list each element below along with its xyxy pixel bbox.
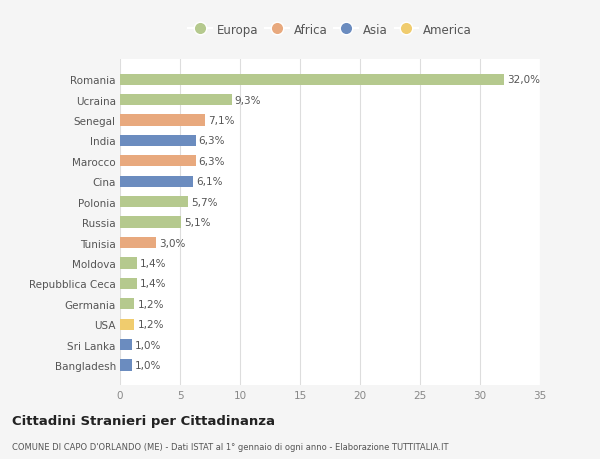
Bar: [120, 319, 134, 330]
Bar: [120, 115, 205, 126]
Text: Cittadini Stranieri per Cittadinanza: Cittadini Stranieri per Cittadinanza: [12, 414, 275, 428]
Bar: [120, 217, 181, 228]
Bar: [120, 359, 132, 371]
Text: 1,0%: 1,0%: [135, 360, 161, 370]
Bar: [120, 298, 134, 310]
Bar: [120, 74, 504, 86]
Text: 5,7%: 5,7%: [191, 197, 218, 207]
Text: 3,0%: 3,0%: [159, 238, 185, 248]
Text: 1,2%: 1,2%: [137, 299, 164, 309]
Text: 6,1%: 6,1%: [196, 177, 223, 187]
Text: 1,0%: 1,0%: [135, 340, 161, 350]
Text: 1,4%: 1,4%: [140, 258, 166, 269]
Text: 1,2%: 1,2%: [137, 319, 164, 330]
Text: 6,3%: 6,3%: [199, 136, 225, 146]
Text: 9,3%: 9,3%: [235, 95, 261, 106]
Bar: [120, 176, 193, 187]
Bar: [120, 95, 232, 106]
Bar: [120, 278, 137, 289]
Bar: [120, 258, 137, 269]
Text: 32,0%: 32,0%: [507, 75, 540, 85]
Bar: [120, 196, 188, 208]
Bar: [120, 339, 132, 350]
Bar: [120, 237, 156, 249]
Bar: [120, 156, 196, 167]
Legend: Europa, Africa, Asia, America: Europa, Africa, Asia, America: [185, 20, 475, 40]
Text: 7,1%: 7,1%: [208, 116, 235, 126]
Text: 6,3%: 6,3%: [199, 157, 225, 167]
Text: COMUNE DI CAPO D'ORLANDO (ME) - Dati ISTAT al 1° gennaio di ogni anno - Elaboraz: COMUNE DI CAPO D'ORLANDO (ME) - Dati IST…: [12, 442, 449, 451]
Text: 5,1%: 5,1%: [184, 218, 211, 228]
Bar: [120, 135, 196, 147]
Text: 1,4%: 1,4%: [140, 279, 166, 289]
